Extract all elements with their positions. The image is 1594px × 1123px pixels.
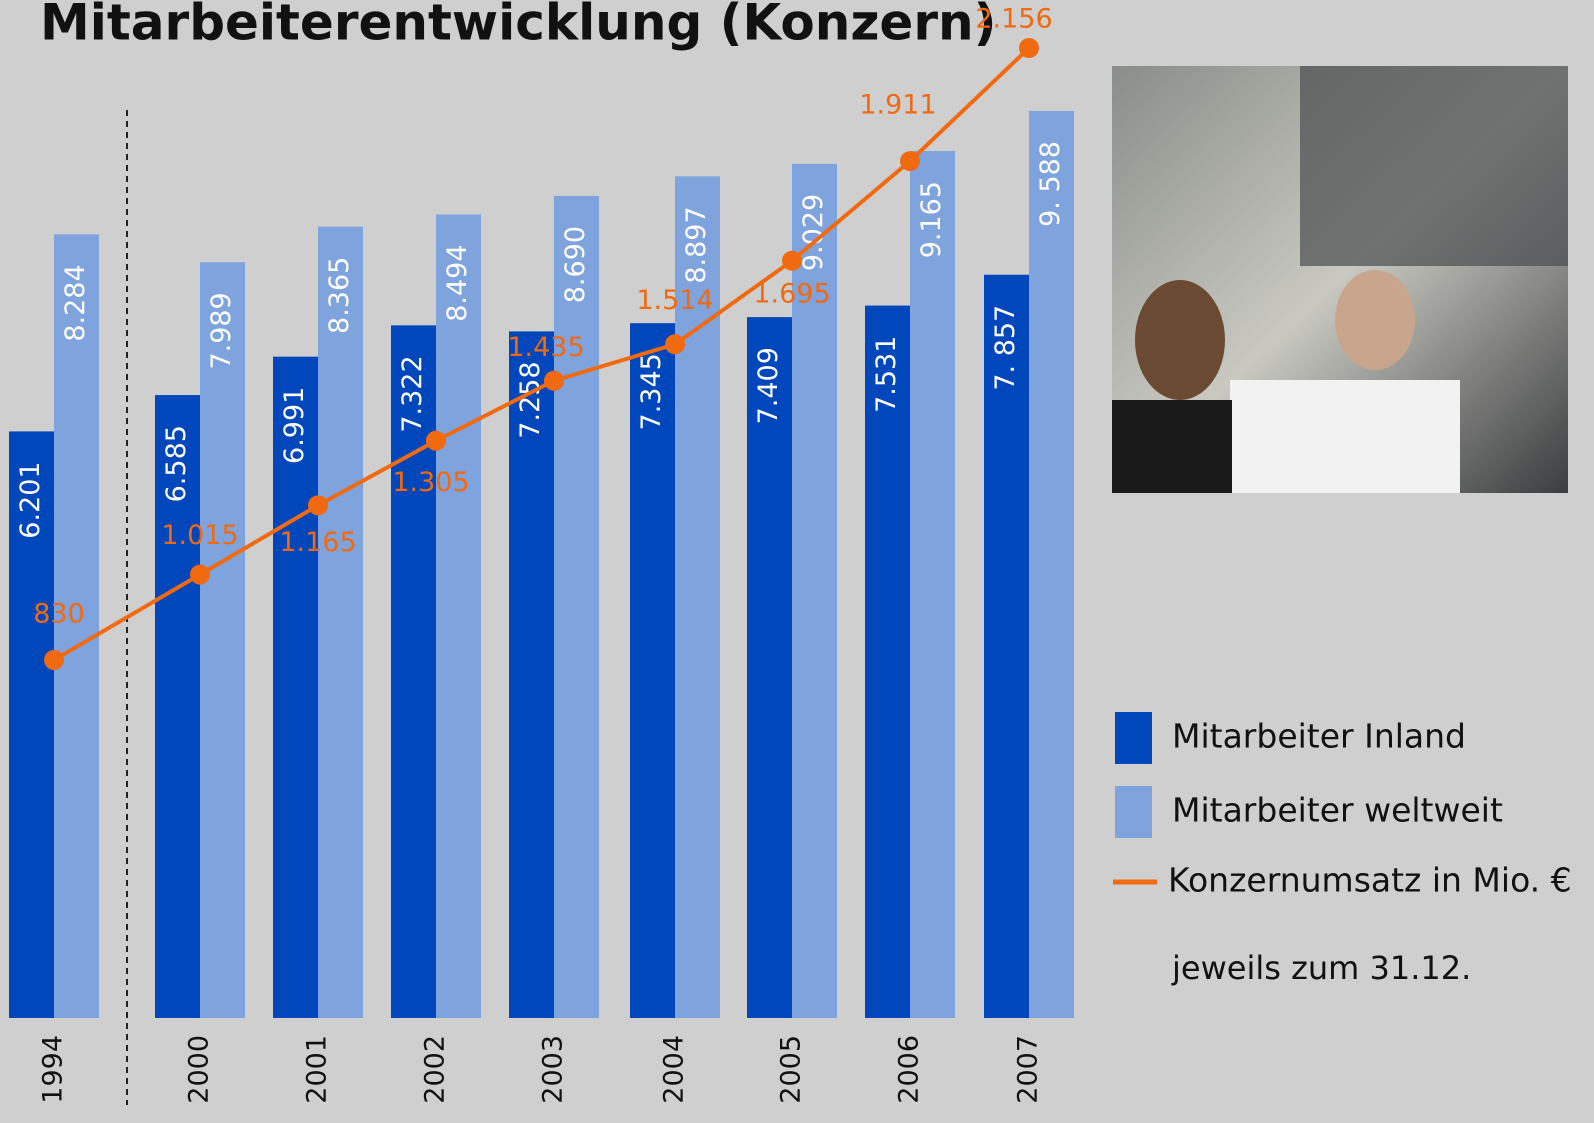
line-point — [44, 649, 64, 670]
line-point — [190, 564, 210, 585]
legend-label: Mitarbeiter Inland — [1172, 717, 1466, 756]
bar-value-label: 8.897 — [681, 206, 712, 283]
x-tick-label: 2003 — [538, 1035, 569, 1104]
line-value-label: 1.305 — [392, 467, 469, 498]
x-tick-label: 1994 — [38, 1035, 69, 1104]
bar-value-label: 6.991 — [279, 387, 310, 464]
bar — [984, 274, 1029, 1018]
bar-value-label: 9.165 — [916, 181, 947, 258]
bar — [865, 305, 910, 1018]
legend-label: Mitarbeiter weltweit — [1172, 791, 1503, 830]
bar-value-label: 8.284 — [60, 264, 91, 341]
bar-value-label: 7.322 — [397, 355, 428, 432]
bar — [554, 195, 599, 1018]
bar-value-label: 6.201 — [15, 461, 46, 538]
bar — [273, 356, 318, 1018]
line-value-label: 2.156 — [975, 4, 1052, 35]
legend-swatch — [1115, 786, 1152, 838]
x-tick-label: 2006 — [894, 1035, 925, 1104]
annotation: jeweils zum 31.12. — [1171, 949, 1471, 987]
line-point — [1019, 38, 1039, 59]
line-value-label: 830 — [33, 598, 85, 629]
line-point — [426, 430, 446, 451]
bar — [509, 331, 554, 1018]
bar-value-label: 7.409 — [753, 347, 784, 424]
bar — [9, 431, 54, 1018]
bar — [747, 317, 792, 1018]
bar — [200, 262, 245, 1019]
line-value-label: 1.514 — [636, 285, 713, 316]
line-point — [544, 370, 564, 391]
photo — [1112, 66, 1568, 493]
line-point — [782, 250, 802, 271]
bar — [1029, 111, 1074, 1018]
bar — [155, 395, 200, 1018]
bar-value-label: 7. 857 — [990, 305, 1021, 391]
bar-value-label: 7.531 — [871, 336, 902, 413]
line-point — [665, 334, 685, 355]
x-tick-label: 2000 — [184, 1035, 215, 1104]
line-value-label: 1.015 — [161, 520, 238, 551]
line-value-label: 1.911 — [859, 90, 936, 121]
x-tick-label: 2002 — [420, 1035, 451, 1104]
bar-value-label: 8.690 — [560, 226, 591, 303]
bar — [54, 234, 99, 1018]
bar-value-label: 8.494 — [442, 244, 473, 321]
bar-value-label: 9. 588 — [1035, 141, 1066, 227]
chart-title: Mitarbeiterentwicklung (Konzern) — [40, 0, 996, 52]
legend-label: Konzernumsatz in Mio. € — [1168, 861, 1572, 900]
line-value-label: 1.695 — [753, 278, 830, 309]
line-point — [900, 151, 920, 172]
x-tick-label: 2005 — [776, 1035, 807, 1104]
legend-swatch — [1115, 712, 1152, 764]
bar-value-label: 8.365 — [324, 257, 355, 334]
x-tick-label: 2004 — [659, 1035, 690, 1104]
x-tick-label: 2001 — [302, 1035, 333, 1104]
line-value-label: 1.165 — [279, 527, 356, 558]
bar-value-label: 6.585 — [161, 425, 192, 502]
line-value-label: 1.435 — [507, 332, 584, 363]
bar-value-label: 7.345 — [636, 353, 667, 430]
bar — [436, 214, 481, 1018]
line-point — [308, 495, 328, 516]
bar — [318, 226, 363, 1019]
x-tick-label: 2007 — [1013, 1035, 1044, 1104]
bar — [630, 323, 675, 1018]
bar-value-label: 7.989 — [206, 292, 237, 369]
bar — [792, 163, 837, 1019]
bar — [910, 151, 955, 1018]
